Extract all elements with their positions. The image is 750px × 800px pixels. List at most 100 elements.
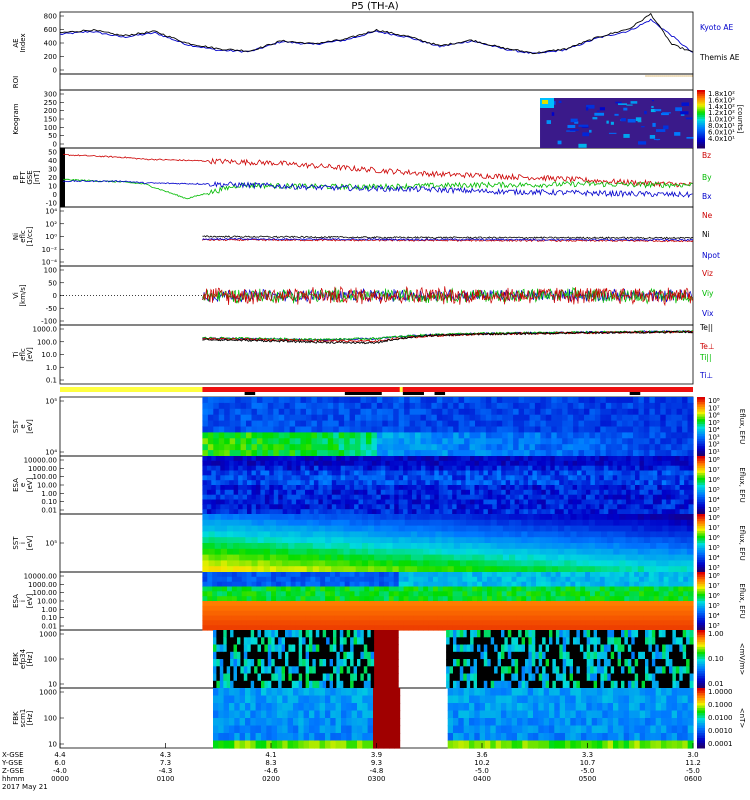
cb-tick-esa_i-1: 10⁷ [708, 582, 720, 590]
xtick-x-2: 4.1 [265, 751, 276, 759]
keogram-cb-label: [counts] [736, 105, 744, 134]
xtick-x-0: 4.4 [54, 751, 66, 759]
ytick-density-4: 10⁻⁴ [42, 259, 58, 267]
time-row-label-2: Z-GSE [2, 767, 24, 775]
cb-tick-fbk_e-0: 1.00 [708, 630, 724, 638]
xtick-y-2: 8.3 [265, 759, 276, 767]
legend-viz: Viz [702, 269, 713, 278]
cb-label-sst_e: Eflux, EFU [738, 409, 746, 444]
cb-tick-sst_i-3: 10⁵ [708, 544, 720, 552]
ytick-bfield-1: 40 [48, 157, 57, 165]
xtick-z-4: -5.0 [475, 767, 489, 775]
cb-tick-esa_e-0: 10⁸ [708, 456, 720, 464]
ytick-ae-2: 400 [44, 40, 57, 48]
ytick-density-3: 10⁻² [42, 246, 58, 254]
ylabel-esa_i-0: ESA [12, 594, 20, 608]
spectrogram-sst_e [202, 397, 694, 457]
xtick-t-1: 0100 [157, 775, 175, 783]
legend-te-par: Te|| [699, 323, 713, 332]
keogram-cb-tick-5: 8.0x10¹ [708, 122, 735, 130]
ytick-esa_e-0: 10000.00 [24, 457, 57, 465]
ytick-sst_e-0: 10⁵ [45, 398, 57, 406]
ytick-sst_e-1: 10⁴ [45, 449, 57, 457]
cb-label-esa_i: Eflux, EFU [738, 583, 746, 618]
ylabel-bfield-0: B [12, 175, 20, 180]
legend-vix: Vix [702, 309, 714, 318]
keogram-cb-tick-7: 4.0x10¹ [708, 135, 735, 143]
ylabel-fbk_b-0: FBK [12, 711, 20, 725]
cb-label-fbk_e: <mV/m> [738, 643, 746, 676]
colorbar-esa_e [697, 456, 705, 515]
ylabel-density-0: Ni [12, 233, 20, 240]
xtick-y-3: 9.3 [371, 759, 382, 767]
keogram-cb-tick-1: 1.6x10² [708, 96, 735, 104]
xtick-z-0: -4.0 [53, 767, 67, 775]
ytick-keogram-5: 50 [48, 132, 57, 140]
ylabel-temperature-1: eflc [19, 348, 27, 361]
ytick-bfield-4: 10 [48, 183, 57, 191]
ytick-esa_e-6: 0.01 [41, 507, 57, 515]
ytick-temperature-0: 1000.0 [33, 326, 58, 334]
ylabel-esa_e-0: ESA [12, 478, 20, 492]
cb-label-sst_i: Eflux, EFU [738, 525, 746, 560]
ylabel-temperature-0: Ti [12, 351, 20, 358]
plot-title: P5 (TH-A) [351, 1, 398, 12]
cb-tick-sst_e-0: 10⁸ [708, 397, 720, 405]
colorbar-sst_e [697, 397, 705, 457]
xtick-y-4: 10.2 [474, 759, 490, 767]
ytick-temperature-1: 100.0 [37, 338, 57, 346]
ytick-esa_e-5: 0.10 [41, 498, 57, 506]
ylabel-ae-0: AE [12, 38, 20, 47]
ytick-fbk_e-2: 10 [48, 681, 57, 689]
colorbar-sst_i [697, 514, 705, 573]
cb-tick-sst_e-3: 10⁵ [708, 419, 720, 427]
ytick-ae-4: 0 [53, 67, 57, 75]
ytick-esa_i-1: 1000.00 [28, 581, 57, 589]
legend-te-perp: Te⊥ [699, 342, 714, 351]
cb-tick-sst_i-5: 10³ [708, 564, 720, 572]
xtick-z-1: -4.3 [159, 767, 173, 775]
legend-by: By [702, 173, 712, 182]
xtick-z-3: -4.8 [370, 767, 384, 775]
ylabel-fbk_b-2: [Hz] [26, 711, 34, 726]
cb-tick-sst_e-1: 10⁷ [708, 404, 720, 412]
ytick-ae-0: 800 [44, 13, 57, 21]
xtick-x-5: 3.3 [582, 751, 593, 759]
ytick-velocity-1: 50 [48, 279, 57, 287]
ae-series-1 [59, 12, 694, 55]
cb-tick-sst_i-0: 10⁸ [708, 514, 720, 522]
cb-tick-sst_i-2: 10⁶ [708, 534, 720, 542]
xtick-z-5: -5.0 [581, 767, 595, 775]
ylabel-esa_e-1: e [19, 483, 27, 487]
cb-tick-sst_i-4: 10⁴ [708, 554, 720, 562]
keogram-cb-tick-2: 1.4x10² [708, 103, 735, 111]
cb-tick-fbk_b-0: 1.0000 [708, 688, 733, 696]
cb-tick-sst_e-7: 10¹ [708, 448, 720, 456]
ytick-keogram-0: 300 [44, 91, 57, 99]
ytick-ae-1: 600 [44, 26, 57, 34]
ylabel-bfield-3: [nT] [33, 170, 41, 184]
spectrogram-fbk_e [213, 630, 694, 689]
cb-tick-fbk_e-1: 0.10 [708, 655, 724, 663]
ylabel-esa_i-2: [eV] [26, 593, 34, 608]
bfield-gap [60, 148, 65, 207]
xtick-t-3: 0300 [368, 775, 386, 783]
bfield-series-1 [62, 178, 693, 200]
panel-frame-ae [59, 11, 694, 75]
velocity-series-0 [202, 285, 694, 307]
ylabel-roi-0: ROI [12, 76, 20, 88]
ytick-bfield-6: -10 [46, 200, 57, 208]
ytick-esa_i-3: 10.00 [37, 598, 57, 606]
ylabel-sst_i-2: [eV] [26, 535, 34, 550]
cb-tick-sst_e-6: 10² [708, 441, 720, 449]
ylabel-fbk_b-1: scm1 [19, 709, 27, 728]
ytick-keogram-3: 150 [44, 116, 57, 124]
legend-ne: Ne [702, 211, 713, 220]
ytick-esa_i-0: 10000.00 [24, 573, 57, 581]
cb-tick-esa_e-3: 10⁵ [708, 486, 720, 494]
xtick-y-1: 7.3 [160, 759, 171, 767]
ylabel-sst_e-0: SST [12, 419, 20, 433]
spectrogram-fbk_b [213, 688, 694, 749]
ylabel-bfield-1: FFT [19, 171, 27, 184]
